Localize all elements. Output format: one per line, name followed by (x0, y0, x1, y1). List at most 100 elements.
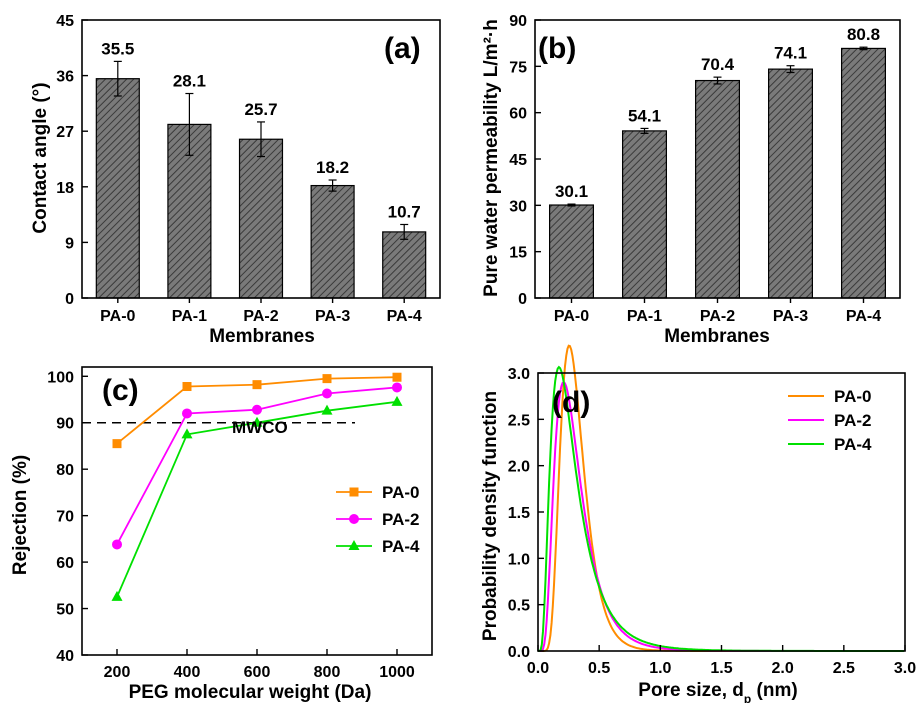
chart-c-point (252, 380, 262, 390)
chart-d-ytick-label: 0.0 (508, 644, 530, 661)
chart-a-ytick-label: 36 (56, 69, 74, 86)
chart-c-point (322, 388, 332, 399)
chart-b-bar (548, 204, 594, 299)
chart-c-point (252, 404, 262, 415)
chart-c-ytick-label: 70 (56, 509, 74, 526)
chart-a-bar (382, 231, 427, 299)
chart-b-ytick-label: 90 (509, 13, 527, 30)
chart-b-xlabel: Membranes (664, 326, 770, 347)
chart-c-xtick-label: 800 (314, 664, 341, 681)
chart-d-legend-label: PA-0 (834, 387, 871, 406)
chart-d-ytick-label: 1.5 (508, 505, 530, 522)
chart-d-xtick-label: 2.0 (772, 660, 794, 677)
chart-c-point (182, 408, 192, 419)
chart-b-plot: 30.1 PA-0 54.1 PA-1 70.4 PA-2 74.1 PA-3 80.8 PA-4… (509, 13, 901, 325)
chart-a-ytick-label: 18 (56, 180, 74, 197)
chart-d-ytick-label: 0.5 (508, 598, 530, 615)
chart-b-value-label: 30.1 (555, 182, 588, 201)
chart-c-legend-label: PA-0 (382, 483, 419, 502)
chart-c-ytick-label: 80 (56, 462, 74, 479)
chart-a-ytick-label: 0 (65, 291, 74, 308)
chart-b-value-label: 80.8 (847, 25, 880, 44)
chart-c-point (251, 416, 263, 427)
chart-a-value-label: 10.7 (388, 202, 421, 221)
chart-d-xlabel-unit: (nm) (751, 680, 797, 701)
chart-c-xtick-label: 1000 (379, 664, 415, 681)
chart-a-category-label: PA-1 (172, 308, 207, 325)
chart-d-panel-label: (d) (552, 386, 590, 419)
chart-b-category-label: PA-2 (700, 308, 735, 325)
chart-c-point (391, 395, 403, 406)
chart-panel-a: 35.5 PA-0 28.1 PA-1 25.7 PA-2 18.2 PA-3 10.7 PA-4… (30, 13, 441, 347)
chart-b-value-label: 54.1 (628, 106, 661, 125)
chart-c-ylabel: Rejection (%) (10, 455, 31, 575)
chart-b-bar (621, 130, 667, 299)
chart-c-point (182, 382, 192, 392)
chart-c-xtick-label: 600 (244, 664, 271, 681)
chart-a-value-label: 25.7 (244, 100, 277, 119)
chart-c-point (321, 404, 333, 415)
chart-b-value-label: 74.1 (774, 44, 807, 63)
chart-b-bar (840, 47, 886, 299)
chart-c-point (392, 372, 402, 382)
chart-d-xlabel: Pore size, dp (nm) (638, 680, 797, 703)
chart-c-xtick-label: 200 (104, 664, 131, 681)
chart-a-value-label: 35.5 (101, 39, 134, 58)
chart-d-series-line-pa-4 (538, 365, 904, 652)
chart-d-xtick-label: 0.5 (588, 660, 610, 677)
chart-a-ytick-label: 27 (56, 124, 74, 141)
chart-b-value-label: 70.4 (701, 55, 735, 74)
chart-panel-b: 30.1 PA-0 54.1 PA-1 70.4 PA-2 74.1 PA-3 80.8 PA-4… (481, 13, 901, 347)
chart-d-legend-label: PA-4 (834, 435, 872, 454)
chart-b-category-label: PA-3 (773, 308, 808, 325)
chart-c-point (181, 428, 193, 439)
chart-d-ytick-label: 1.0 (508, 551, 530, 568)
chart-d-xtick-label: 0.0 (527, 660, 549, 677)
chart-a-ytick-label: 45 (56, 13, 74, 30)
chart-a-category-label: PA-4 (387, 308, 422, 325)
chart-panel-d: PA-0 PA-2 PA-4 0.0 0.5 1.0 1.5 2.0 2.5 3.0 0.0 0.5 1… (480, 344, 916, 703)
chart-a-bar (95, 78, 140, 299)
chart-c-point (112, 439, 122, 449)
chart-c-xlabel: PEG molecular weight (Da) (129, 682, 372, 703)
chart-d-xlabel-sub: p (744, 692, 751, 703)
chart-c-ytick-label: 90 (56, 416, 74, 433)
chart-c-ytick-label: 60 (56, 555, 74, 572)
chart-a-bar (238, 138, 284, 299)
chart-d-legend-label: PA-2 (834, 411, 871, 430)
chart-c-mwco-label: MWCO (232, 418, 288, 437)
chart-d-xlabel-main: Pore size, d (638, 680, 744, 701)
chart-c-xtick-label: 400 (174, 664, 201, 681)
chart-a-plot: 35.5 PA-0 28.1 PA-1 25.7 PA-2 18.2 PA-3 10.7 PA-4… (56, 13, 441, 325)
chart-d-ytick-label: 2.0 (508, 459, 530, 476)
chart-c-legend-marker (349, 487, 359, 497)
chart-d-xtick-label: 1.5 (710, 660, 732, 677)
chart-d-xtick-label: 1.0 (649, 660, 671, 677)
chart-d-ylabel: Probability density function (480, 391, 501, 641)
chart-d-xtick-label: 2.5 (833, 660, 855, 677)
chart-c-point (392, 382, 402, 393)
chart-a-frame (81, 19, 441, 299)
chart-c-legend-marker (348, 540, 360, 550)
chart-c-legend-label: PA-4 (382, 537, 420, 556)
chart-panel-c: PA-0 PA-2 PA-4 40 50 60 70 80 90 100 200 400 600 800 1… (10, 366, 433, 703)
chart-b-category-label: PA-0 (554, 308, 589, 325)
chart-b-ytick-label: 15 (509, 245, 527, 262)
chart-c-point (112, 539, 122, 550)
chart-c-legend-marker (349, 514, 359, 524)
chart-a-value-label: 28.1 (173, 72, 206, 91)
chart-b-panel-label: (b) (538, 32, 576, 65)
chart-c-panel-label: (c) (102, 374, 139, 407)
chart-b-ytick-label: 45 (509, 152, 527, 169)
chart-b-ylabel: Pure water permeability L/m²·h (481, 19, 502, 297)
chart-a-category-label: PA-2 (243, 308, 278, 325)
chart-b-bar (767, 68, 813, 299)
chart-d-plot: PA-0 PA-2 PA-4 0.0 0.5 1.0 1.5 2.0 2.5 3.0 0.0 0.5 1… (508, 344, 916, 677)
chart-d-ytick-label: 3.0 (508, 366, 530, 383)
chart-b-ytick-label: 0 (518, 291, 527, 308)
chart-b-ytick-label: 75 (509, 59, 527, 76)
chart-a-ytick-label: 9 (65, 235, 74, 252)
chart-a-value-label: 18.2 (316, 158, 349, 177)
chart-b-bar (694, 79, 740, 299)
